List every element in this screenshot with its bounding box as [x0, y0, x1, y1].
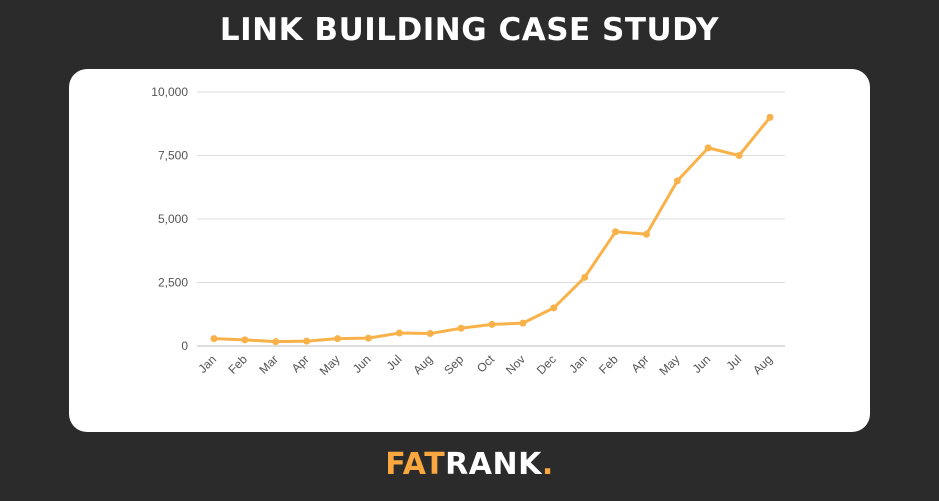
- x-tick-label: Feb: [596, 352, 621, 377]
- x-tick-label: Apr: [289, 352, 312, 375]
- data-point: [581, 273, 589, 281]
- x-tick-label: Aug: [410, 352, 435, 377]
- data-point: [457, 324, 465, 332]
- series-line: [213, 116, 772, 344]
- brand-rank: RANK: [445, 447, 542, 482]
- data-point: [334, 335, 342, 343]
- x-tick-label: Jun: [350, 352, 374, 376]
- chart-title: LINK BUILDING CASE STUDY: [219, 12, 720, 48]
- data-point: [241, 336, 249, 344]
- data-point: [704, 144, 712, 152]
- y-axis-ticks: 0 2,500 5,000 7,500 10,000: [151, 85, 188, 353]
- data-point: [395, 329, 403, 337]
- data-point: [303, 337, 311, 345]
- x-tick-label: May: [657, 352, 683, 378]
- chart-card: 0 2,500 5,000 7,500 10,000 Jan Feb Mar Apr May Ju…: [69, 69, 870, 432]
- data-point: [550, 304, 558, 312]
- x-tick-label: Aug: [750, 352, 775, 377]
- y-tick-label: 7,500: [158, 149, 188, 163]
- x-tick-label: Nov: [503, 352, 528, 377]
- x-tick-label: Mar: [256, 352, 281, 377]
- y-tick-label: 10,000: [151, 85, 188, 99]
- data-points: [210, 113, 774, 346]
- data-point: [642, 230, 650, 238]
- data-series: [213, 116, 772, 344]
- data-point: [766, 113, 774, 121]
- x-axis-ticks: Jan Feb Mar Apr May Jun Jul Aug Sep Oct Nov Dec Jan F…: [196, 352, 776, 378]
- x-tick-label: Sep: [441, 352, 466, 377]
- y-tick-label: 5,000: [158, 212, 188, 226]
- x-tick-label: Dec: [534, 352, 559, 377]
- data-point: [210, 335, 218, 343]
- data-point: [272, 338, 280, 346]
- x-tick-label: Jul: [723, 352, 744, 373]
- brand-logo: FATRANK.: [0, 447, 939, 482]
- brand-dot: .: [541, 447, 554, 482]
- x-tick-label: Apr: [628, 352, 651, 375]
- x-tick-label: Jul: [384, 352, 405, 373]
- data-point: [735, 152, 743, 159]
- data-point: [426, 330, 434, 338]
- x-tick-label: Jan: [196, 352, 220, 376]
- x-tick-label: May: [317, 352, 343, 378]
- data-point: [612, 228, 620, 236]
- x-tick-label: Feb: [225, 352, 250, 377]
- data-point: [364, 334, 372, 342]
- data-point: [673, 177, 681, 185]
- y-tick-label: 2,500: [158, 276, 188, 290]
- x-tick-label: Oct: [474, 352, 498, 376]
- x-tick-label: Jan: [566, 352, 590, 376]
- y-tick-label: 0: [181, 339, 188, 353]
- brand-fat: FAT: [385, 447, 446, 482]
- x-tick-label: Jun: [690, 352, 714, 376]
- data-point: [519, 319, 527, 327]
- data-point: [488, 320, 496, 328]
- gridlines: [197, 91, 785, 347]
